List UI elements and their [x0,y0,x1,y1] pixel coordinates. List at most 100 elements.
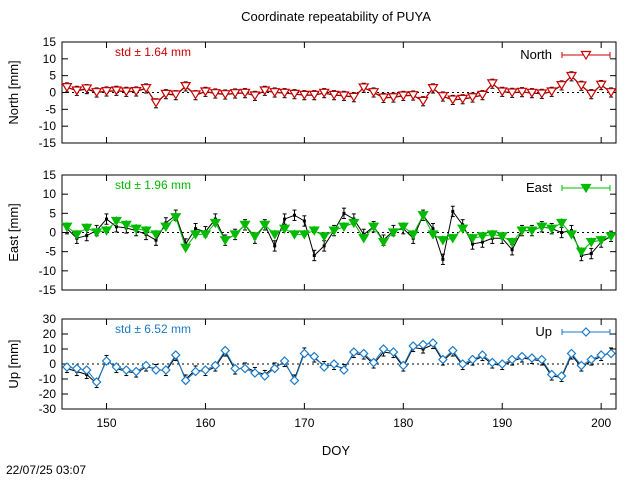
data-point-black [431,227,435,231]
data-point [477,350,488,360]
x-tick-label: 170 [294,416,314,430]
data-point [526,226,538,236]
data-point [71,230,83,240]
data-point [546,224,558,234]
std-label: std ± 6.52 mm [115,322,191,336]
y-tick-label: -5 [45,102,56,116]
data-point [100,87,113,97]
y-tick-label: 15 [43,35,57,49]
data-point [368,357,379,368]
data-point [110,216,122,227]
data-point-black [194,227,198,231]
panel-north: -15 -10 -5 0 5 10 15 North [mm] std ± 1.64 mm Nor… [6,35,617,150]
data-point [230,363,240,374]
data-point [71,86,83,96]
data-point [397,91,409,101]
data-point [438,354,448,365]
legend-label: East [526,180,552,195]
data-point-black [312,254,316,257]
data-point [418,339,428,350]
data-point [486,230,498,240]
y-tick-label: -20 [39,387,57,401]
data-point [586,354,597,365]
y-tick-label: 5 [49,206,56,220]
data-point [447,345,458,356]
series-color-line [66,342,612,383]
data-point [576,360,587,371]
data-point [269,88,281,98]
data-point [259,220,271,230]
data-point [298,230,310,240]
data-point [417,96,429,107]
data-point [100,226,113,236]
y-tick-label: -10 [39,372,57,386]
data-point [91,88,103,98]
data-point-black [302,219,306,223]
data-point [269,230,281,240]
data-point [151,365,161,375]
data-point [427,230,439,240]
data-point [387,228,399,238]
data-point [318,88,330,99]
data-point [457,224,469,234]
y-tick-label: 0 [49,226,56,240]
y-tick-label: 0 [49,86,56,100]
data-point [556,218,568,229]
y-tick-label: 5 [49,69,56,83]
data-point [61,222,73,232]
data-point [62,362,72,372]
data-point [566,348,577,359]
data-point [61,83,73,93]
data-point [120,87,132,97]
data-point [120,220,132,230]
data-point [249,232,261,242]
y-axis-label: North [mm] [6,60,21,124]
data-point [180,375,191,386]
data-point [121,365,132,375]
data-point [527,353,537,363]
y-tick-label: -10 [39,264,57,278]
legend-label: Up [535,324,552,339]
data-point [536,354,547,365]
data-point [229,89,241,99]
data-point [239,220,251,230]
data-point [199,87,212,97]
data-point-black [154,238,158,242]
data-point [447,95,459,105]
data-point [180,82,192,92]
data-point [575,247,587,257]
data-point [209,218,221,229]
data-point [428,338,438,348]
timestamp: 22/07/25 03:07 [6,463,86,477]
data-point [585,89,597,100]
data-point [397,222,409,232]
data-point [467,354,478,365]
data-point [387,93,399,103]
data-point [348,218,360,229]
legend-marker [580,50,592,61]
x-tick-label: 200 [591,416,611,430]
data-point [141,360,151,371]
y-tick-label: -15 [39,136,57,150]
data-point [150,98,162,108]
data-point-black [451,209,455,213]
x-tick-label: 150 [97,416,117,430]
data-point [575,81,587,91]
data-point [358,83,370,93]
data-point-black [342,211,346,215]
data-point [358,348,369,359]
data-point [200,365,211,375]
data-point [596,350,607,360]
data-point-black [85,234,89,238]
data-point [368,88,380,98]
data-point [210,360,221,371]
data-point [457,359,468,369]
data-point [150,230,162,240]
data-point [259,86,271,96]
series-color-line [66,214,612,253]
y-tick-label: 30 [43,312,57,326]
data-point [229,230,241,240]
data-point [288,89,301,100]
data-point [487,357,498,368]
